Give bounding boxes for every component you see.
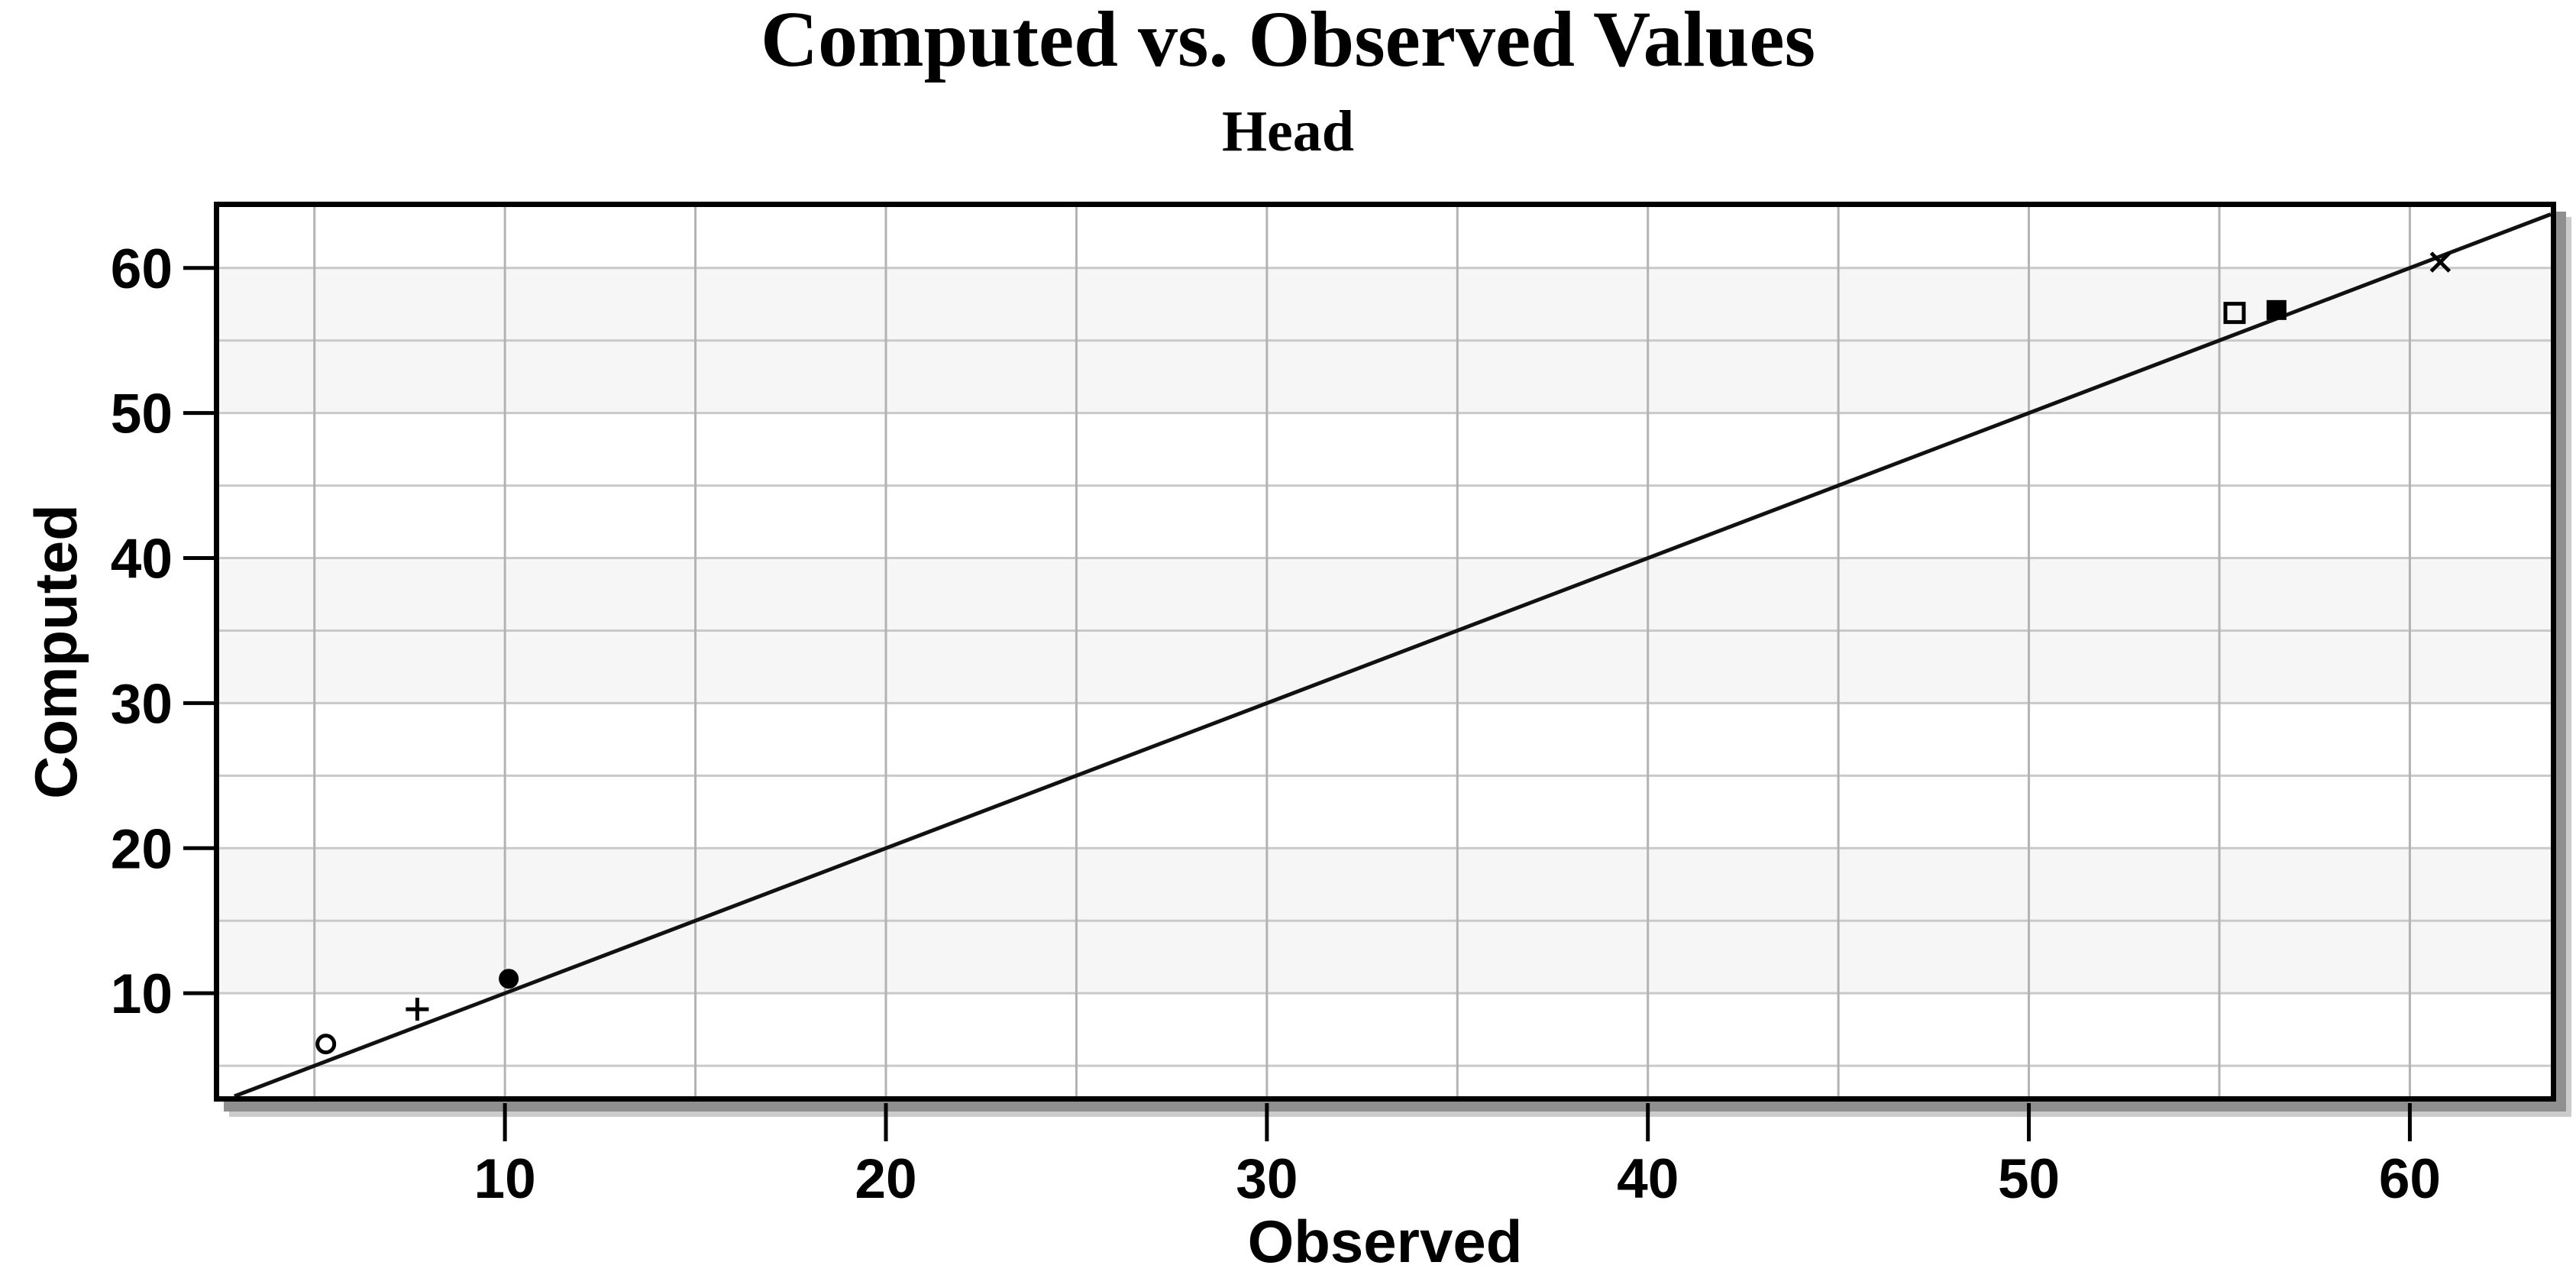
- x-tick-label: 40: [1617, 1148, 1679, 1210]
- x-tick-label: 30: [1236, 1148, 1298, 1210]
- chart-title: Computed vs. Observed Values: [760, 0, 1816, 83]
- x-tick-label: 20: [855, 1148, 916, 1210]
- marker-open-circle: [315, 1034, 337, 1055]
- x-tick-label: 50: [1998, 1148, 2060, 1210]
- y-tick-label: 40: [111, 529, 173, 591]
- marker-open-square: [2223, 302, 2246, 325]
- marker-filled-circle: [499, 969, 519, 989]
- y-axis-title: Computed: [22, 504, 89, 799]
- y-tick-label: 30: [111, 673, 173, 735]
- y-tick-label: 20: [111, 818, 173, 880]
- one-to-one-line: [234, 212, 2552, 1099]
- marker-filled-square: [2266, 299, 2287, 320]
- y-tick-label: 10: [111, 963, 173, 1025]
- chart-subtitle: Head: [1221, 99, 1355, 163]
- x-axis-title: Observed: [1247, 1208, 1523, 1275]
- y-tick-label: 60: [111, 238, 173, 300]
- marker-x-cross: [2429, 251, 2452, 273]
- x-tick-label: 60: [2379, 1148, 2441, 1210]
- plot-border-frame: [214, 202, 2556, 1102]
- y-tick-label: 50: [111, 383, 173, 445]
- x-tick-label: 10: [474, 1148, 536, 1210]
